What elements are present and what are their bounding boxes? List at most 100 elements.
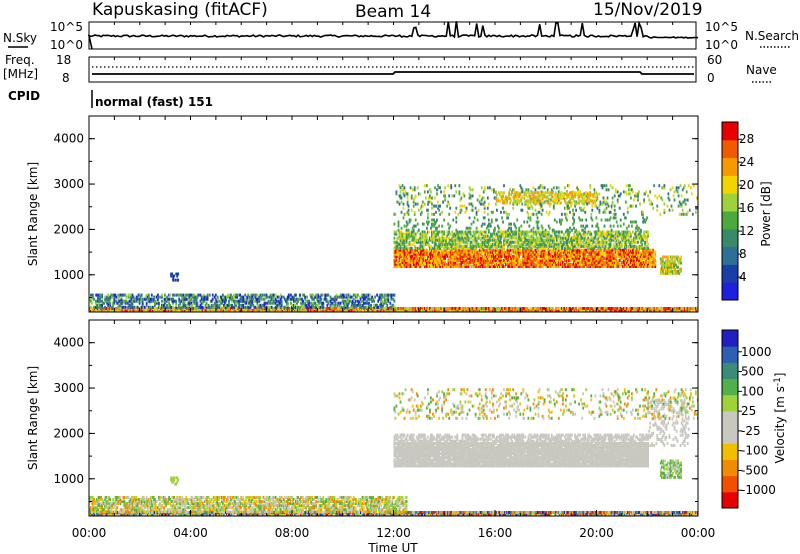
power-cell — [122, 299, 125, 303]
power-cell — [135, 297, 138, 301]
power-cell — [203, 297, 206, 301]
power-cell — [476, 240, 479, 244]
power-cell — [546, 309, 549, 312]
power-cell — [587, 254, 590, 258]
power-cell — [196, 293, 199, 297]
power-cell — [450, 309, 453, 312]
power-cell — [569, 240, 571, 244]
power-cell — [688, 309, 691, 312]
power-cell — [192, 295, 195, 299]
power-cell — [536, 252, 539, 256]
power-cell — [465, 244, 468, 248]
power-cell — [593, 265, 596, 268]
power-cell — [574, 309, 576, 312]
power-cell — [503, 232, 505, 236]
power-cell — [594, 256, 597, 260]
power-cell — [281, 307, 284, 310]
power-cell — [526, 242, 529, 246]
power-cell — [592, 262, 595, 266]
power-cell — [525, 252, 528, 256]
power-cell — [461, 248, 464, 252]
power-cell — [557, 248, 560, 252]
power-cell — [503, 238, 505, 242]
power-cell — [459, 246, 462, 250]
power-cell — [493, 256, 495, 260]
power-cell — [524, 307, 527, 310]
power-cell — [443, 250, 445, 254]
power-cell — [115, 299, 118, 303]
power-cell — [538, 307, 541, 310]
power-cell — [436, 248, 438, 252]
power-cell — [652, 260, 655, 264]
power-cell — [336, 307, 339, 310]
power-cell — [283, 297, 286, 301]
power-cell — [565, 252, 567, 256]
power-cell — [500, 242, 502, 246]
power-cell — [458, 309, 461, 312]
power-cell — [583, 252, 586, 256]
power-cell — [587, 262, 590, 266]
power-cell — [557, 250, 560, 254]
power-cell — [98, 293, 100, 297]
power-cell — [453, 232, 456, 236]
power-cell — [286, 303, 289, 307]
power-cell — [503, 254, 505, 258]
power-cell — [443, 238, 445, 242]
power-cell — [313, 309, 316, 312]
power-cell — [635, 265, 637, 268]
power-cell — [495, 250, 497, 254]
power-cell — [469, 309, 472, 312]
power-cell — [586, 309, 589, 312]
power-cell — [412, 248, 415, 252]
power-cell — [479, 246, 482, 250]
power-cell — [224, 309, 226, 312]
power-cell — [534, 238, 537, 242]
power-cell — [469, 262, 472, 266]
power-cell — [652, 250, 655, 254]
power-cell — [569, 236, 571, 240]
power-cell — [622, 248, 625, 252]
power-cell — [393, 293, 396, 297]
power-cell — [453, 250, 456, 254]
power-cell — [107, 297, 110, 301]
power-cell — [312, 293, 315, 297]
power-cell — [564, 307, 566, 310]
power-cell — [285, 297, 288, 301]
power-cell — [510, 244, 512, 248]
power-cell — [619, 256, 622, 260]
power-cell — [137, 299, 140, 303]
power-cell — [195, 301, 198, 305]
power-cell — [526, 252, 529, 256]
power-cell — [205, 301, 208, 305]
power-cell — [567, 265, 569, 268]
power-cell — [595, 230, 598, 234]
power-cell — [476, 260, 479, 264]
power-cell — [638, 262, 640, 266]
power-cell — [626, 265, 629, 268]
power-cell — [455, 232, 458, 236]
power-cell — [452, 265, 455, 268]
power-cell — [394, 242, 397, 246]
power-cell — [221, 299, 223, 303]
power-cell — [463, 244, 466, 248]
power-cell — [538, 250, 541, 254]
power-cell — [634, 262, 636, 266]
power-cell — [300, 309, 302, 312]
power-cell — [534, 256, 537, 260]
power-cell — [156, 299, 158, 303]
power-cell — [501, 262, 503, 266]
power-cell — [686, 309, 689, 312]
power-cell — [604, 307, 607, 310]
power-cell — [423, 307, 426, 310]
power-cell — [606, 309, 609, 312]
power-cell — [543, 230, 546, 234]
power-cell — [591, 242, 594, 246]
power-cell — [207, 305, 210, 309]
power-cell — [648, 265, 651, 268]
power-cell — [90, 305, 92, 309]
power-cell — [296, 309, 298, 312]
power-cell — [396, 238, 399, 242]
power-cell — [251, 299, 254, 303]
power-cell — [539, 246, 542, 250]
freq-label-2: [MHz] — [3, 67, 38, 81]
